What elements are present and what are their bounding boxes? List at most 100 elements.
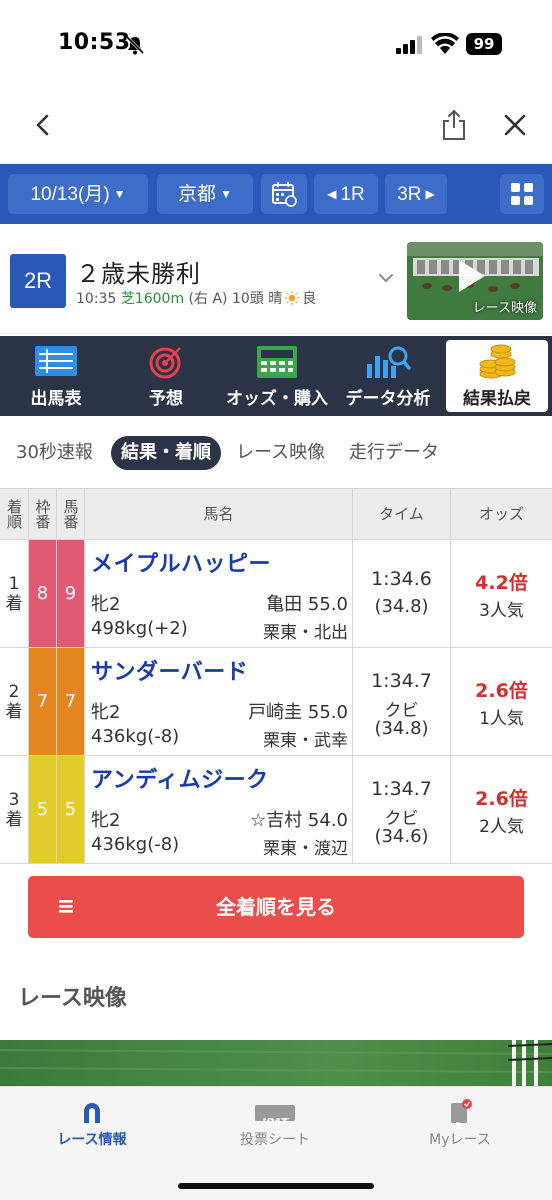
- header-odds: オッズ: [478, 505, 524, 523]
- odds-cell: 4.2倍 3人気: [451, 540, 552, 647]
- prev-race-button[interactable]: ◀ 1R: [314, 174, 378, 214]
- date-select[interactable]: 10/13(月) ▼: [8, 174, 148, 214]
- calendar-button[interactable]: [261, 174, 307, 214]
- sex-age: 牝2: [91, 702, 121, 723]
- rank-suffix: 着: [5, 594, 23, 614]
- odds-value: 2.6倍: [475, 680, 528, 702]
- view-all-results-label: 全着順を見る: [216, 895, 336, 919]
- rank-suffix: 着: [5, 702, 23, 722]
- time-cell: 1:34.6 (34.8): [353, 540, 451, 647]
- race-video-thumbnail[interactable]: レース映像: [407, 242, 543, 320]
- ipat-icon: [255, 1105, 295, 1121]
- caret-right-icon: ▶: [425, 187, 435, 201]
- trainer: 栗東・渡辺: [263, 839, 348, 859]
- last-3f: (34.8): [374, 718, 429, 739]
- nav-label: データ分析: [345, 389, 431, 409]
- race-going: 良: [302, 291, 317, 307]
- nav-odds-purchase[interactable]: オッズ・購入: [220, 336, 334, 416]
- race-video-preview[interactable]: [0, 1040, 552, 1086]
- calendar-icon: [272, 182, 297, 207]
- race-toolbar: 10/13(月) ▼ 京都 ▼ ◀ 1R 3R ▶: [0, 164, 552, 224]
- grid-icon: [511, 183, 533, 205]
- analysis-chart-icon: [367, 346, 411, 378]
- finish-time: 1:34.7: [371, 778, 432, 800]
- wifi-icon: [431, 33, 459, 54]
- bell-muted-icon: [125, 35, 145, 55]
- header-uma-label: 馬番: [61, 499, 80, 529]
- nav-prediction[interactable]: 予想: [112, 336, 220, 416]
- tab-race-info[interactable]: レース情報: [17, 1099, 167, 1149]
- horse-weight: 436kg(-8): [91, 834, 180, 855]
- back-chevron-icon[interactable]: [28, 110, 58, 140]
- tab-race-video[interactable]: レース映像: [236, 442, 326, 463]
- odds-value: 4.2倍: [475, 572, 528, 594]
- cellular-signal-icon: [396, 36, 422, 54]
- entry-table-icon: [35, 346, 77, 376]
- rank-number: 1: [8, 574, 20, 594]
- header-waku-label: 枠番: [33, 499, 52, 529]
- odds-cell: 2.6倍 1人気: [451, 648, 552, 755]
- nav-label: 予想: [149, 389, 183, 409]
- time-cell: 1:34.7 クビ (34.8): [353, 648, 451, 755]
- tab-flash-report[interactable]: 30秒速報: [16, 442, 93, 463]
- header-horse-name: 馬名: [85, 489, 353, 539]
- tab-results-order[interactable]: 結果・着順: [111, 436, 221, 470]
- view-all-results-button[interactable]: 全着順を見る: [28, 876, 524, 938]
- horse-weight: 436kg(-8): [91, 726, 180, 747]
- race-header[interactable]: 2R ２歳未勝利 10:35 芝1600m (右 A) 10頭 晴 良 レース映像: [0, 224, 552, 334]
- nav-results-payout[interactable]: 結果払戻: [446, 340, 548, 412]
- popularity: 1人気: [479, 709, 524, 729]
- tab-ballot-sheet[interactable]: IPAT 投票シート: [200, 1099, 350, 1149]
- horse-name-link[interactable]: サンダーバード: [91, 660, 249, 685]
- nav-entries[interactable]: 出馬表: [0, 336, 112, 416]
- uma-cell: 9: [57, 540, 85, 647]
- nav-label: 結果払戻: [463, 389, 531, 409]
- section-nav: 出馬表 予想 オッズ・購入 データ分析: [0, 336, 552, 416]
- result-subtabs: 30秒速報 結果・着順 レース映像 走行データ: [0, 416, 552, 488]
- close-icon[interactable]: [500, 110, 530, 140]
- header-rank-label: 着順: [5, 499, 23, 529]
- caret-down-icon: ▼: [113, 187, 126, 201]
- header-uma: 馬番: [57, 489, 85, 539]
- header-rank: 着順: [0, 489, 29, 539]
- list-icon: [59, 900, 73, 913]
- finish-time: 1:34.7: [371, 670, 432, 692]
- venue-label: 京都: [178, 184, 217, 205]
- race-number-badge: 2R: [10, 254, 66, 308]
- my-badge-text: R: [455, 1122, 462, 1132]
- nav-data-analysis[interactable]: データ分析: [334, 336, 442, 416]
- margin: クビ: [384, 701, 419, 721]
- coins-icon: [479, 344, 516, 379]
- margin: クビ: [384, 809, 419, 829]
- finish-time: 1:34.6: [371, 568, 432, 590]
- horse-cell: アンディムジーク 牝2 ☆吉村 54.0 436kg(-8) 栗東・渡辺: [85, 756, 353, 863]
- battery-icon: 99: [466, 33, 502, 55]
- horse-name-link[interactable]: アンディムジーク: [91, 768, 269, 793]
- next-race-button[interactable]: 3R ▶: [385, 174, 447, 214]
- browser-nav: [0, 90, 552, 164]
- home-indicator: [178, 1183, 374, 1189]
- turf-rail-image: [0, 1040, 552, 1086]
- caret-down-icon: ▼: [220, 187, 232, 201]
- grid-menu-button[interactable]: [500, 174, 544, 214]
- horse-name-link[interactable]: メイプルハッピー: [91, 552, 272, 577]
- share-icon[interactable]: [440, 108, 468, 142]
- trainer: 栗東・武幸: [263, 731, 348, 751]
- jockey-weight: ☆吉村 54.0: [250, 810, 348, 831]
- race-course: 芝1600m: [120, 291, 185, 307]
- tab-my-race[interactable]: R Myレース: [385, 1099, 535, 1149]
- race-start-time: 10:35: [76, 291, 117, 307]
- waku-cell: 7: [29, 648, 57, 755]
- tab-running-data[interactable]: 走行データ: [349, 442, 439, 463]
- nav-label: オッズ・購入: [226, 389, 328, 409]
- waku-cell: 8: [29, 540, 57, 647]
- venue-select[interactable]: 京都 ▼: [157, 174, 253, 214]
- horse-weight: 498kg(+2): [91, 618, 188, 639]
- video-thumb-label: レース映像: [472, 301, 537, 316]
- chevron-down-icon[interactable]: [376, 268, 396, 288]
